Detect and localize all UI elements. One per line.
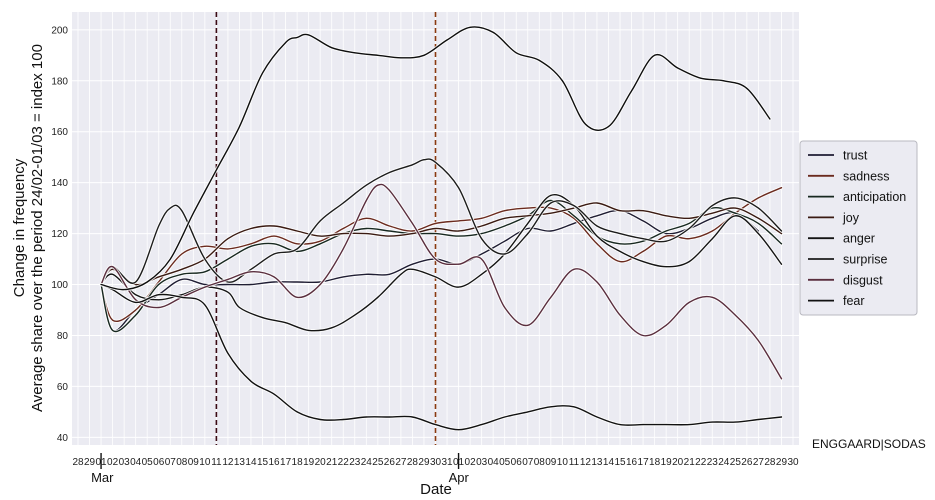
x-tick-label: 17 — [280, 457, 292, 468]
series-line-unlabeled — [100, 26, 771, 291]
month-labels: Mar Apr — [91, 453, 469, 485]
y-axis-label: Change in frequency Average share over t… — [11, 44, 46, 412]
legend-label-disgust: disgust — [843, 273, 883, 287]
x-tick-label: 08 — [176, 457, 188, 468]
legend-label-fear: fear — [843, 294, 865, 308]
legend-label-joy: joy — [842, 211, 860, 225]
x-tick-label: 04 — [488, 457, 500, 468]
x-tick-label: 05 — [142, 457, 154, 468]
x-tick-label: 14 — [603, 457, 615, 468]
x-tick-label: 14 — [245, 457, 257, 468]
x-tick-label: 02 — [107, 457, 119, 468]
x-tick-label: 28 — [72, 457, 84, 468]
y-tick-label: 100 — [51, 280, 68, 291]
x-tick-label: 03 — [476, 457, 488, 468]
x-tick-label: 12 — [222, 457, 234, 468]
x-tick-label: 21 — [326, 457, 338, 468]
x-tick-labels: 2829010203040506070809101112131415161718… — [72, 457, 799, 468]
x-tick-label: 06 — [153, 457, 165, 468]
x-tick-label: 25 — [372, 457, 384, 468]
x-tick-label: 10 — [199, 457, 211, 468]
legend-label-surprise: surprise — [843, 253, 888, 267]
y-tick-labels: 40 60 80 100 120 140 160 180 200 — [51, 25, 68, 444]
y-tick-label: 200 — [51, 25, 68, 36]
x-tick-label: 30 — [787, 457, 799, 468]
x-tick-label: 28 — [764, 457, 776, 468]
y-tick-label: 160 — [51, 127, 68, 138]
x-tick-label: 15 — [257, 457, 269, 468]
x-tick-label: 29 — [418, 457, 430, 468]
x-tick-label: 11 — [211, 457, 222, 468]
x-tick-label: 25 — [730, 457, 742, 468]
month-label: Apr — [449, 470, 470, 485]
legend-label-trust: trust — [843, 149, 868, 163]
x-tick-label: 16 — [626, 457, 638, 468]
y-tick-label: 120 — [51, 229, 68, 240]
series-line-trust — [100, 209, 760, 332]
x-tick-label: 07 — [522, 457, 534, 468]
series-line-disgust — [100, 183, 783, 380]
x-tick-label: 13 — [591, 457, 603, 468]
x-tick-label: 22 — [338, 457, 350, 468]
x-tick-label: 29 — [84, 457, 96, 468]
x-axis-label: Date — [420, 481, 452, 498]
y-axis-label-line-2: Average share over the period 24/02-01/0… — [29, 44, 46, 412]
y-tick-label: 180 — [51, 76, 68, 87]
x-tick-label: 20 — [315, 457, 327, 468]
series-line-sadness — [100, 187, 783, 322]
x-tick-label: 15 — [614, 457, 626, 468]
x-tick-label: 27 — [753, 457, 765, 468]
x-tick-label: 11 — [569, 457, 580, 468]
legend-box — [799, 140, 918, 316]
x-tick-label: 19 — [303, 457, 315, 468]
legend-label-anger: anger — [843, 232, 875, 246]
y-tick-label: 60 — [57, 382, 69, 393]
x-tick-label: 23 — [349, 457, 361, 468]
x-tick-label: 18 — [649, 457, 661, 468]
x-tick-label: 07 — [165, 457, 177, 468]
x-tick-label: 16 — [268, 457, 280, 468]
x-tick-label: 24 — [361, 457, 373, 468]
series-line-fear — [100, 283, 783, 431]
x-tick-label: 23 — [707, 457, 719, 468]
x-tick-label: 24 — [718, 457, 730, 468]
y-axis-label-line-1: Change in frequency — [11, 158, 28, 297]
x-tick-label: 26 — [741, 457, 753, 468]
x-tick-label: 27 — [395, 457, 407, 468]
x-tick-label: 20 — [672, 457, 684, 468]
y-tick-label: 140 — [51, 178, 68, 189]
y-tick-label: 40 — [57, 433, 69, 444]
x-tick-label: 12 — [580, 457, 592, 468]
x-tick-label: 18 — [292, 457, 304, 468]
x-tick-label: 29 — [776, 457, 788, 468]
legend-label-sadness: sadness — [843, 169, 890, 183]
x-tick-label: 31 — [441, 457, 453, 468]
x-tick-label: 08 — [534, 457, 546, 468]
x-tick-label: 30 — [430, 457, 442, 468]
x-tick-label: 26 — [384, 457, 396, 468]
legend: trust sadness anticipation joy anger surprise… — [799, 140, 918, 316]
x-tick-label: 10 — [557, 457, 569, 468]
series-lines — [99, 25, 784, 432]
y-tick-label: 80 — [57, 331, 69, 342]
series-line-anticipation — [100, 199, 783, 333]
x-tick-label: 21 — [684, 457, 696, 468]
legend-label-anticipation: anticipation — [843, 190, 906, 204]
x-tick-label: 19 — [661, 457, 673, 468]
x-tick-label: 09 — [545, 457, 557, 468]
x-tick-label: 03 — [119, 457, 131, 468]
x-tick-label: 04 — [130, 457, 142, 468]
x-tick-label: 28 — [407, 457, 419, 468]
x-tick-label: 06 — [511, 457, 523, 468]
month-label: Mar — [91, 470, 114, 485]
x-tick-label: 17 — [638, 457, 650, 468]
x-tick-label: 22 — [695, 457, 707, 468]
credit-text: ENGGAARD|SODAS — [812, 437, 926, 451]
x-tick-label: 02 — [465, 457, 477, 468]
x-tick-label: 09 — [188, 457, 200, 468]
x-tick-label: 05 — [499, 457, 511, 468]
x-tick-label: 13 — [234, 457, 246, 468]
